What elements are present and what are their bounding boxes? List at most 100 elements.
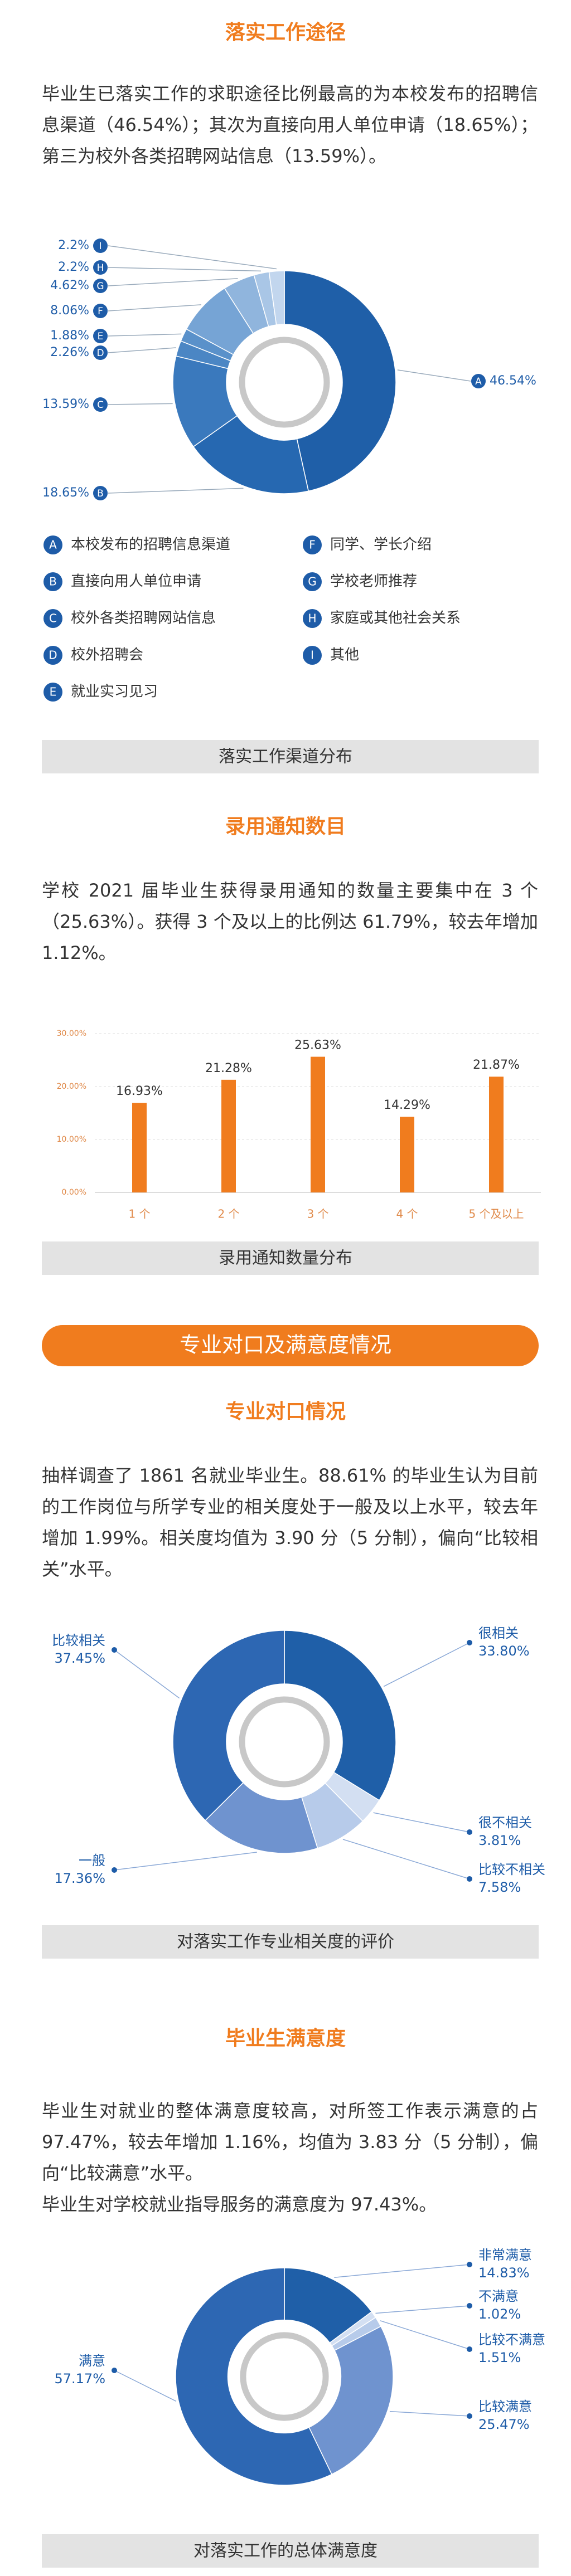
value-label: 25.47% [478, 2417, 530, 2432]
leader-line [334, 2264, 470, 2278]
category-label: 很相关 [478, 1625, 519, 1641]
leader-line [375, 2305, 470, 2314]
legend-marker [303, 535, 322, 554]
section-heading: 毕业生满意度 [225, 2027, 346, 2050]
leader-line [373, 1812, 470, 1833]
value-label: 1.02% [478, 2306, 521, 2322]
legend-marker [43, 572, 62, 591]
label-dot [467, 2346, 472, 2352]
legend-letter: I [311, 649, 314, 662]
legend-marker [43, 646, 62, 665]
caption: 录用通知数量分布 [219, 1249, 352, 1268]
y-tick-label: 0.00% [62, 1188, 86, 1197]
value-label: 1.88% [50, 329, 89, 343]
value-label: 21.87% [473, 1058, 520, 1072]
legend-letter: E [50, 685, 57, 699]
x-tick-label: 2 个 [217, 1207, 239, 1221]
leader-line [108, 278, 238, 286]
marker-letter: A [475, 376, 482, 387]
legend-marker [43, 609, 62, 628]
leader-line [108, 245, 277, 270]
legend-marker [43, 683, 62, 702]
value-label: 13.59% [42, 397, 89, 411]
marker-circle [93, 345, 108, 360]
leader-line [108, 304, 201, 311]
paragraph: 毕业生对学校就业指导服务的满意度为 97.43%。 [42, 2194, 437, 2215]
caption: 对落实工作专业相关度的评价 [177, 1932, 394, 1952]
label-dot [112, 1867, 117, 1873]
bar [311, 1056, 325, 1192]
legend-label: 校外各类招聘网站信息 [71, 610, 216, 627]
donut-slice [172, 1630, 285, 1822]
marker-circle [93, 329, 108, 343]
y-tick-label: 10.00% [57, 1135, 86, 1144]
marker-letter: D [96, 348, 104, 359]
legend-label: 直接向用人单位申请 [71, 573, 201, 590]
section-heading: 录用通知数目 [225, 815, 346, 838]
leader-line [114, 1649, 180, 1699]
banner-title: 专业对口及满意度情况 [180, 1333, 391, 1357]
x-tick-label: 4 个 [396, 1207, 418, 1221]
caption-bg [42, 1241, 539, 1275]
caption: 对落实工作的总体满意度 [193, 2541, 378, 2561]
value-label: 21.28% [205, 1061, 252, 1075]
donut-ring [239, 337, 330, 428]
category-label: 比较不满意 [478, 2332, 545, 2348]
legend-marker [303, 609, 322, 628]
legend-letter: F [309, 538, 316, 552]
marker-letter: H [97, 262, 104, 274]
legend-letter: A [49, 538, 57, 552]
marker-letter: G [96, 281, 104, 292]
y-tick-label: 20.00% [57, 1082, 86, 1091]
donut-slice [175, 2267, 332, 2486]
category-label: 不满意 [478, 2288, 519, 2304]
bar [221, 1079, 236, 1192]
leader-line [380, 2320, 470, 2350]
value-label: 14.83% [478, 2265, 530, 2281]
section-heading: 专业对口情况 [225, 1400, 346, 1423]
category-label: 满意 [79, 2353, 105, 2369]
donut-slice [192, 415, 309, 494]
legend-marker [43, 535, 62, 554]
category-label: 一般 [79, 1853, 105, 1868]
legend-label: 学校老师推荐 [330, 573, 417, 590]
marker-circle [93, 304, 108, 318]
legend-label: 家庭或其他社会关系 [330, 610, 461, 627]
marker-circle [93, 238, 108, 253]
section-heading: 落实工作途径 [225, 21, 346, 44]
legend-label: 本校发布的招聘信息渠道 [71, 537, 230, 553]
paragraph: 抽样调查了 1861 名就业毕业生。88.61% 的毕业生认为目前的工作岗位与所… [42, 1465, 538, 1580]
leader-line [389, 2411, 470, 2417]
value-label: 2.2% [58, 260, 89, 274]
donut-slice [284, 1630, 396, 1801]
category-label: 非常满意 [478, 2247, 532, 2263]
donut-slice [205, 1782, 318, 1854]
legend-label: 其他 [330, 647, 359, 664]
value-label: 2.26% [50, 345, 89, 359]
donut-slice [268, 270, 285, 325]
value-label: 14.29% [384, 1098, 430, 1112]
value-label: 57.17% [54, 2371, 105, 2387]
bar [132, 1103, 147, 1192]
value-label: 2.2% [58, 238, 89, 252]
caption: 落实工作渠道分布 [219, 747, 352, 767]
banner-bg [42, 1325, 539, 1366]
value-label: 18.65% [42, 486, 89, 500]
leader-line [342, 1839, 470, 1879]
bar [400, 1117, 414, 1192]
label-dot [112, 1647, 117, 1653]
category-label: 比较相关 [52, 1633, 105, 1648]
value-label: 3.81% [478, 1833, 521, 1848]
value-label: 7.58% [478, 1879, 521, 1895]
legend-letter: C [49, 612, 57, 625]
caption-bg [42, 740, 539, 773]
marker-letter: F [98, 306, 103, 317]
label-dot [467, 1829, 472, 1835]
donut-ring [239, 1696, 330, 1788]
legend-letter: H [308, 612, 316, 625]
leader-line [108, 267, 262, 272]
y-tick-label: 30.00% [57, 1029, 86, 1038]
legend-label: 就业实习见习 [71, 684, 158, 700]
